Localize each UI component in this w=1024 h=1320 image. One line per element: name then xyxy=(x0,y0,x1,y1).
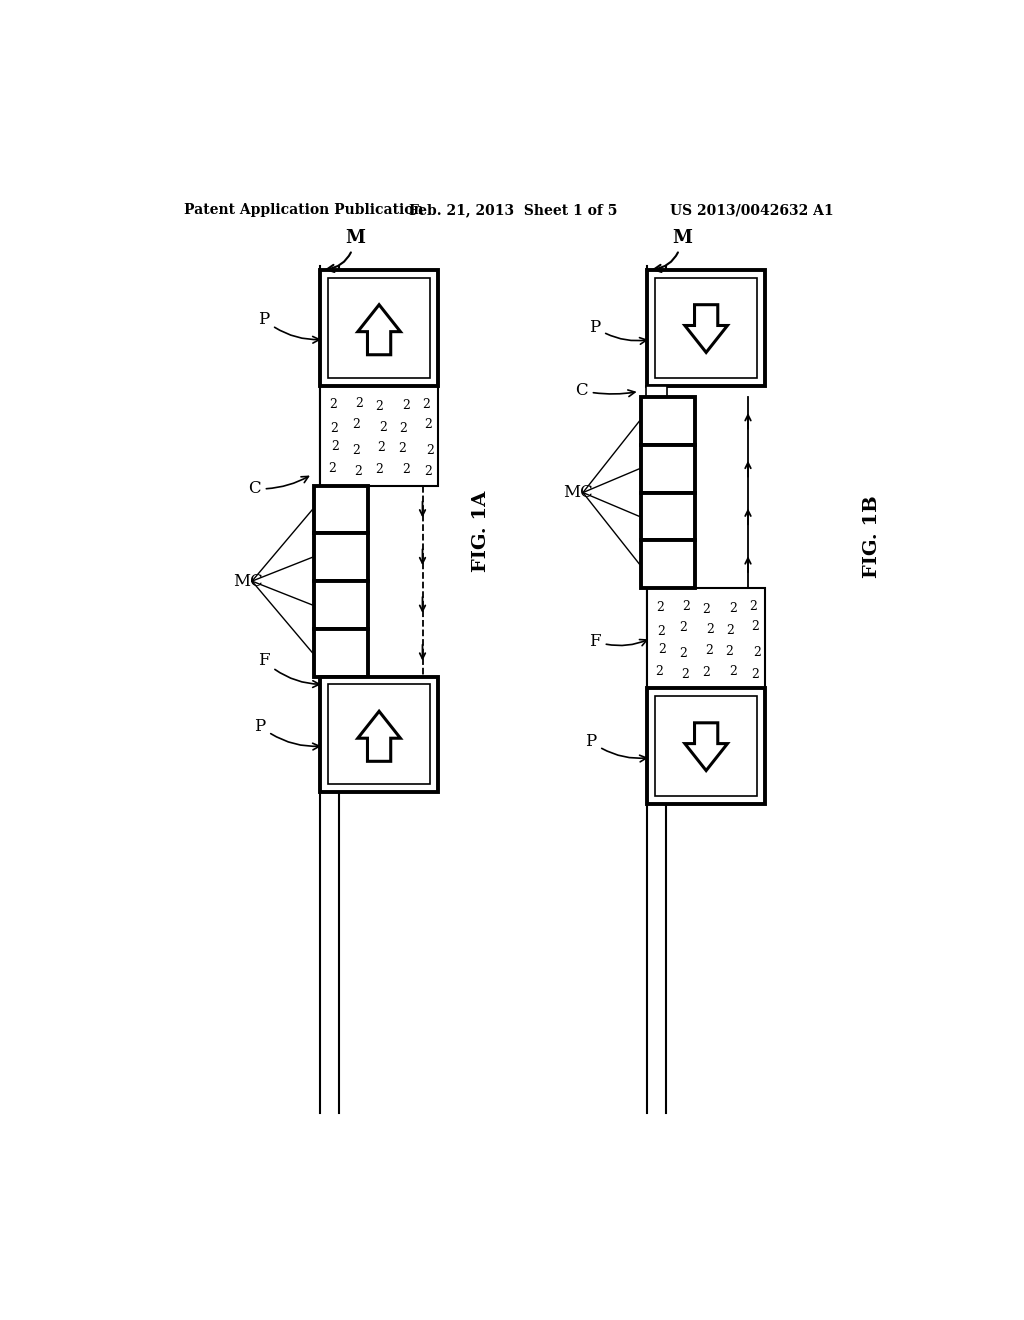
Text: 2: 2 xyxy=(753,647,761,659)
Text: F: F xyxy=(589,632,647,649)
Text: 2: 2 xyxy=(705,644,713,656)
Bar xyxy=(655,696,758,796)
Bar xyxy=(314,628,369,677)
Text: M: M xyxy=(327,230,366,272)
Bar xyxy=(314,533,369,581)
Text: 2: 2 xyxy=(729,602,736,615)
Text: 2: 2 xyxy=(658,643,666,656)
Text: MC: MC xyxy=(563,484,593,502)
Bar xyxy=(646,385,668,397)
Bar xyxy=(647,589,765,688)
Text: Patent Application Publication: Patent Application Publication xyxy=(183,203,424,216)
Bar xyxy=(321,385,438,486)
Text: 2: 2 xyxy=(330,399,337,412)
Text: C: C xyxy=(248,477,308,498)
Text: 2: 2 xyxy=(355,397,362,411)
Text: 2: 2 xyxy=(682,599,690,612)
Text: 2: 2 xyxy=(752,620,760,634)
Text: 2: 2 xyxy=(702,665,710,678)
Bar xyxy=(328,684,430,784)
Bar xyxy=(314,581,369,628)
Text: 2: 2 xyxy=(331,441,339,453)
Text: 2: 2 xyxy=(352,444,360,457)
Text: 2: 2 xyxy=(680,647,687,660)
Bar xyxy=(647,271,765,385)
Text: 2: 2 xyxy=(401,400,410,412)
Text: 2: 2 xyxy=(379,421,387,434)
Text: Feb. 21, 2013  Sheet 1 of 5: Feb. 21, 2013 Sheet 1 of 5 xyxy=(409,203,616,216)
Text: 2: 2 xyxy=(726,624,734,638)
Bar xyxy=(328,277,430,378)
Bar xyxy=(641,445,695,492)
Text: 2: 2 xyxy=(657,624,666,638)
Text: 2: 2 xyxy=(422,397,430,411)
Text: 2: 2 xyxy=(353,466,361,478)
Bar xyxy=(655,277,758,378)
FancyArrow shape xyxy=(357,711,400,762)
Text: 2: 2 xyxy=(425,418,432,430)
FancyArrow shape xyxy=(685,723,727,771)
Text: 2: 2 xyxy=(750,601,757,612)
Text: F: F xyxy=(258,652,319,688)
Text: 2: 2 xyxy=(378,441,385,454)
Text: MC: MC xyxy=(232,573,262,590)
Text: 2: 2 xyxy=(725,645,733,657)
Bar xyxy=(641,540,695,589)
Text: FIG. 1B: FIG. 1B xyxy=(863,495,881,578)
Text: M: M xyxy=(654,230,692,272)
Text: 2: 2 xyxy=(352,418,360,432)
Text: 2: 2 xyxy=(399,421,407,434)
Text: 2: 2 xyxy=(729,665,737,678)
Text: P: P xyxy=(589,318,646,345)
FancyArrow shape xyxy=(685,305,727,352)
Bar xyxy=(647,688,765,804)
Text: FIG. 1A: FIG. 1A xyxy=(472,491,489,572)
Text: 2: 2 xyxy=(681,668,689,681)
Text: P: P xyxy=(254,718,319,750)
Text: 2: 2 xyxy=(331,422,339,436)
Bar xyxy=(641,492,695,540)
FancyArrow shape xyxy=(357,305,400,355)
Bar xyxy=(641,397,695,445)
Text: P: P xyxy=(258,312,319,343)
Text: 2: 2 xyxy=(402,462,411,475)
Text: P: P xyxy=(586,733,646,762)
Text: 2: 2 xyxy=(680,620,687,634)
Bar xyxy=(321,271,438,385)
Text: 2: 2 xyxy=(376,400,383,413)
Text: 2: 2 xyxy=(707,623,714,636)
Text: 2: 2 xyxy=(398,442,407,455)
Bar xyxy=(321,677,438,792)
Bar xyxy=(314,486,369,533)
Text: US 2013/0042632 A1: US 2013/0042632 A1 xyxy=(671,203,835,216)
Text: 2: 2 xyxy=(656,601,665,614)
Text: 2: 2 xyxy=(426,444,434,457)
Text: 2: 2 xyxy=(752,668,759,681)
Text: 2: 2 xyxy=(329,462,336,475)
Text: 2: 2 xyxy=(424,465,432,478)
Text: C: C xyxy=(575,383,635,399)
Text: 2: 2 xyxy=(375,463,383,477)
Text: 2: 2 xyxy=(702,603,711,615)
Text: 2: 2 xyxy=(655,665,664,678)
